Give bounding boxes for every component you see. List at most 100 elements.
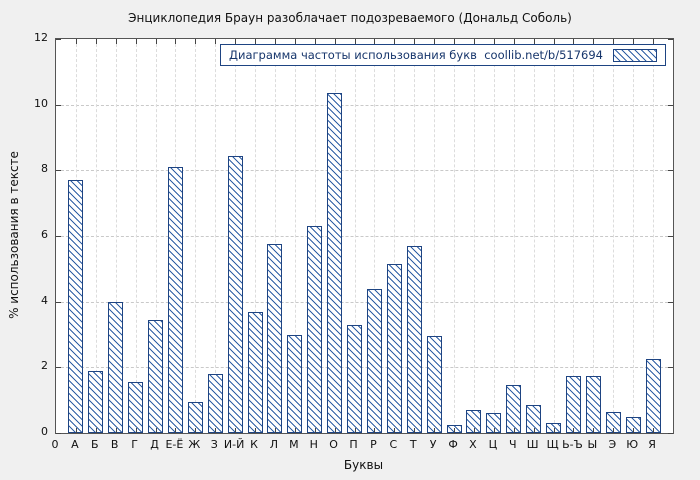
chart-title: Энциклопедия Браун разоблачает подозрева… (128, 11, 572, 25)
x-tick-label: Т (409, 438, 417, 451)
x-tick (653, 39, 655, 44)
x-tick (135, 428, 137, 433)
x-tick (175, 428, 177, 433)
y-tick-label: 2 (41, 359, 48, 373)
bar (585, 375, 601, 433)
bar (426, 336, 442, 433)
bar (307, 226, 323, 433)
y-gridline (56, 367, 673, 369)
bar (486, 413, 502, 433)
bar (128, 382, 144, 433)
y-gridline (56, 236, 673, 237)
x-tick-label: Я (648, 438, 656, 451)
x-tick (215, 428, 217, 433)
bar (347, 324, 363, 433)
x-gridline (454, 39, 456, 433)
x-tick (613, 39, 615, 44)
bar (267, 244, 283, 433)
bar (565, 375, 581, 433)
bar (406, 245, 422, 433)
bar (167, 167, 183, 433)
x-tick (274, 428, 276, 433)
y-tick-label: 6 (41, 228, 48, 241)
x-tick (473, 39, 475, 44)
legend: Диаграмма частоты использования букв coo… (220, 44, 666, 66)
x-tick (533, 428, 535, 433)
bar (526, 405, 542, 433)
x-tick (115, 428, 117, 433)
x-gridline (473, 39, 475, 433)
y-tick (668, 301, 673, 303)
x-tick-label: Ю (626, 438, 639, 451)
x-tick (215, 39, 217, 44)
y-tick (668, 170, 673, 172)
y-tick (56, 301, 61, 303)
x-tick-label: Ь-Ъ (562, 438, 583, 451)
bar (625, 416, 641, 433)
x-tick (95, 39, 97, 44)
x-tick-label: Ф (448, 438, 458, 451)
y-tick-label: 0 (41, 425, 48, 438)
x-tick (95, 428, 97, 433)
x-tick (314, 428, 316, 433)
y-tick-label: 4 (41, 293, 48, 307)
x-tick-label: А (71, 438, 79, 451)
bar (327, 93, 343, 433)
x-tick (493, 39, 495, 44)
x-gridline (613, 39, 615, 433)
x-tick-label: О (329, 438, 338, 451)
x-tick (434, 39, 436, 44)
x-tick (255, 428, 257, 433)
x-gridline (195, 39, 197, 433)
x-tick-label: Ч (508, 438, 517, 451)
y-tick (56, 367, 61, 369)
y-gridline (56, 170, 673, 172)
x-tick (354, 428, 356, 433)
bar (247, 311, 263, 433)
x-tick-label: Ы (587, 438, 598, 451)
x-tick (195, 428, 197, 433)
x-tick (553, 39, 555, 44)
x-gridline (513, 39, 515, 433)
x-gridline (633, 39, 635, 433)
x-gridline (573, 39, 575, 433)
x-tick (434, 428, 436, 433)
bar (287, 334, 303, 433)
x-tick-label: Н (309, 438, 318, 451)
x-tick-label: М (289, 438, 299, 451)
x-tick-label: С (389, 438, 398, 451)
x-tick (334, 428, 336, 433)
y-tick (668, 433, 673, 434)
x-tick-label: Ц (488, 438, 498, 451)
x-tick (294, 428, 296, 433)
x-tick (155, 428, 157, 433)
x-tick (593, 428, 595, 433)
plot-area: Диаграмма частоты использования букв coo… (55, 38, 674, 434)
x-tick (454, 39, 456, 44)
x-gridline (95, 39, 97, 433)
x-tick (135, 39, 137, 44)
y-tick (56, 170, 61, 172)
x-gridline (434, 39, 436, 433)
y-tick (668, 39, 673, 40)
x-gridline (215, 39, 217, 433)
x-tick (573, 39, 575, 44)
x-tick-label: Ж (188, 438, 201, 451)
bar (108, 301, 124, 433)
x-tick (354, 39, 356, 44)
x-tick (553, 428, 555, 433)
bar (466, 410, 482, 433)
x-gridline (593, 39, 595, 433)
x-tick (115, 39, 117, 44)
x-tick (155, 39, 157, 44)
x-gridline (653, 39, 655, 433)
x-tick (274, 39, 276, 44)
bar (366, 288, 382, 433)
y-tick (668, 104, 673, 106)
y-tick (668, 236, 673, 237)
x-tick (454, 428, 456, 433)
bar (645, 359, 661, 433)
x-gridline (155, 39, 157, 433)
x-gridline (394, 39, 396, 433)
